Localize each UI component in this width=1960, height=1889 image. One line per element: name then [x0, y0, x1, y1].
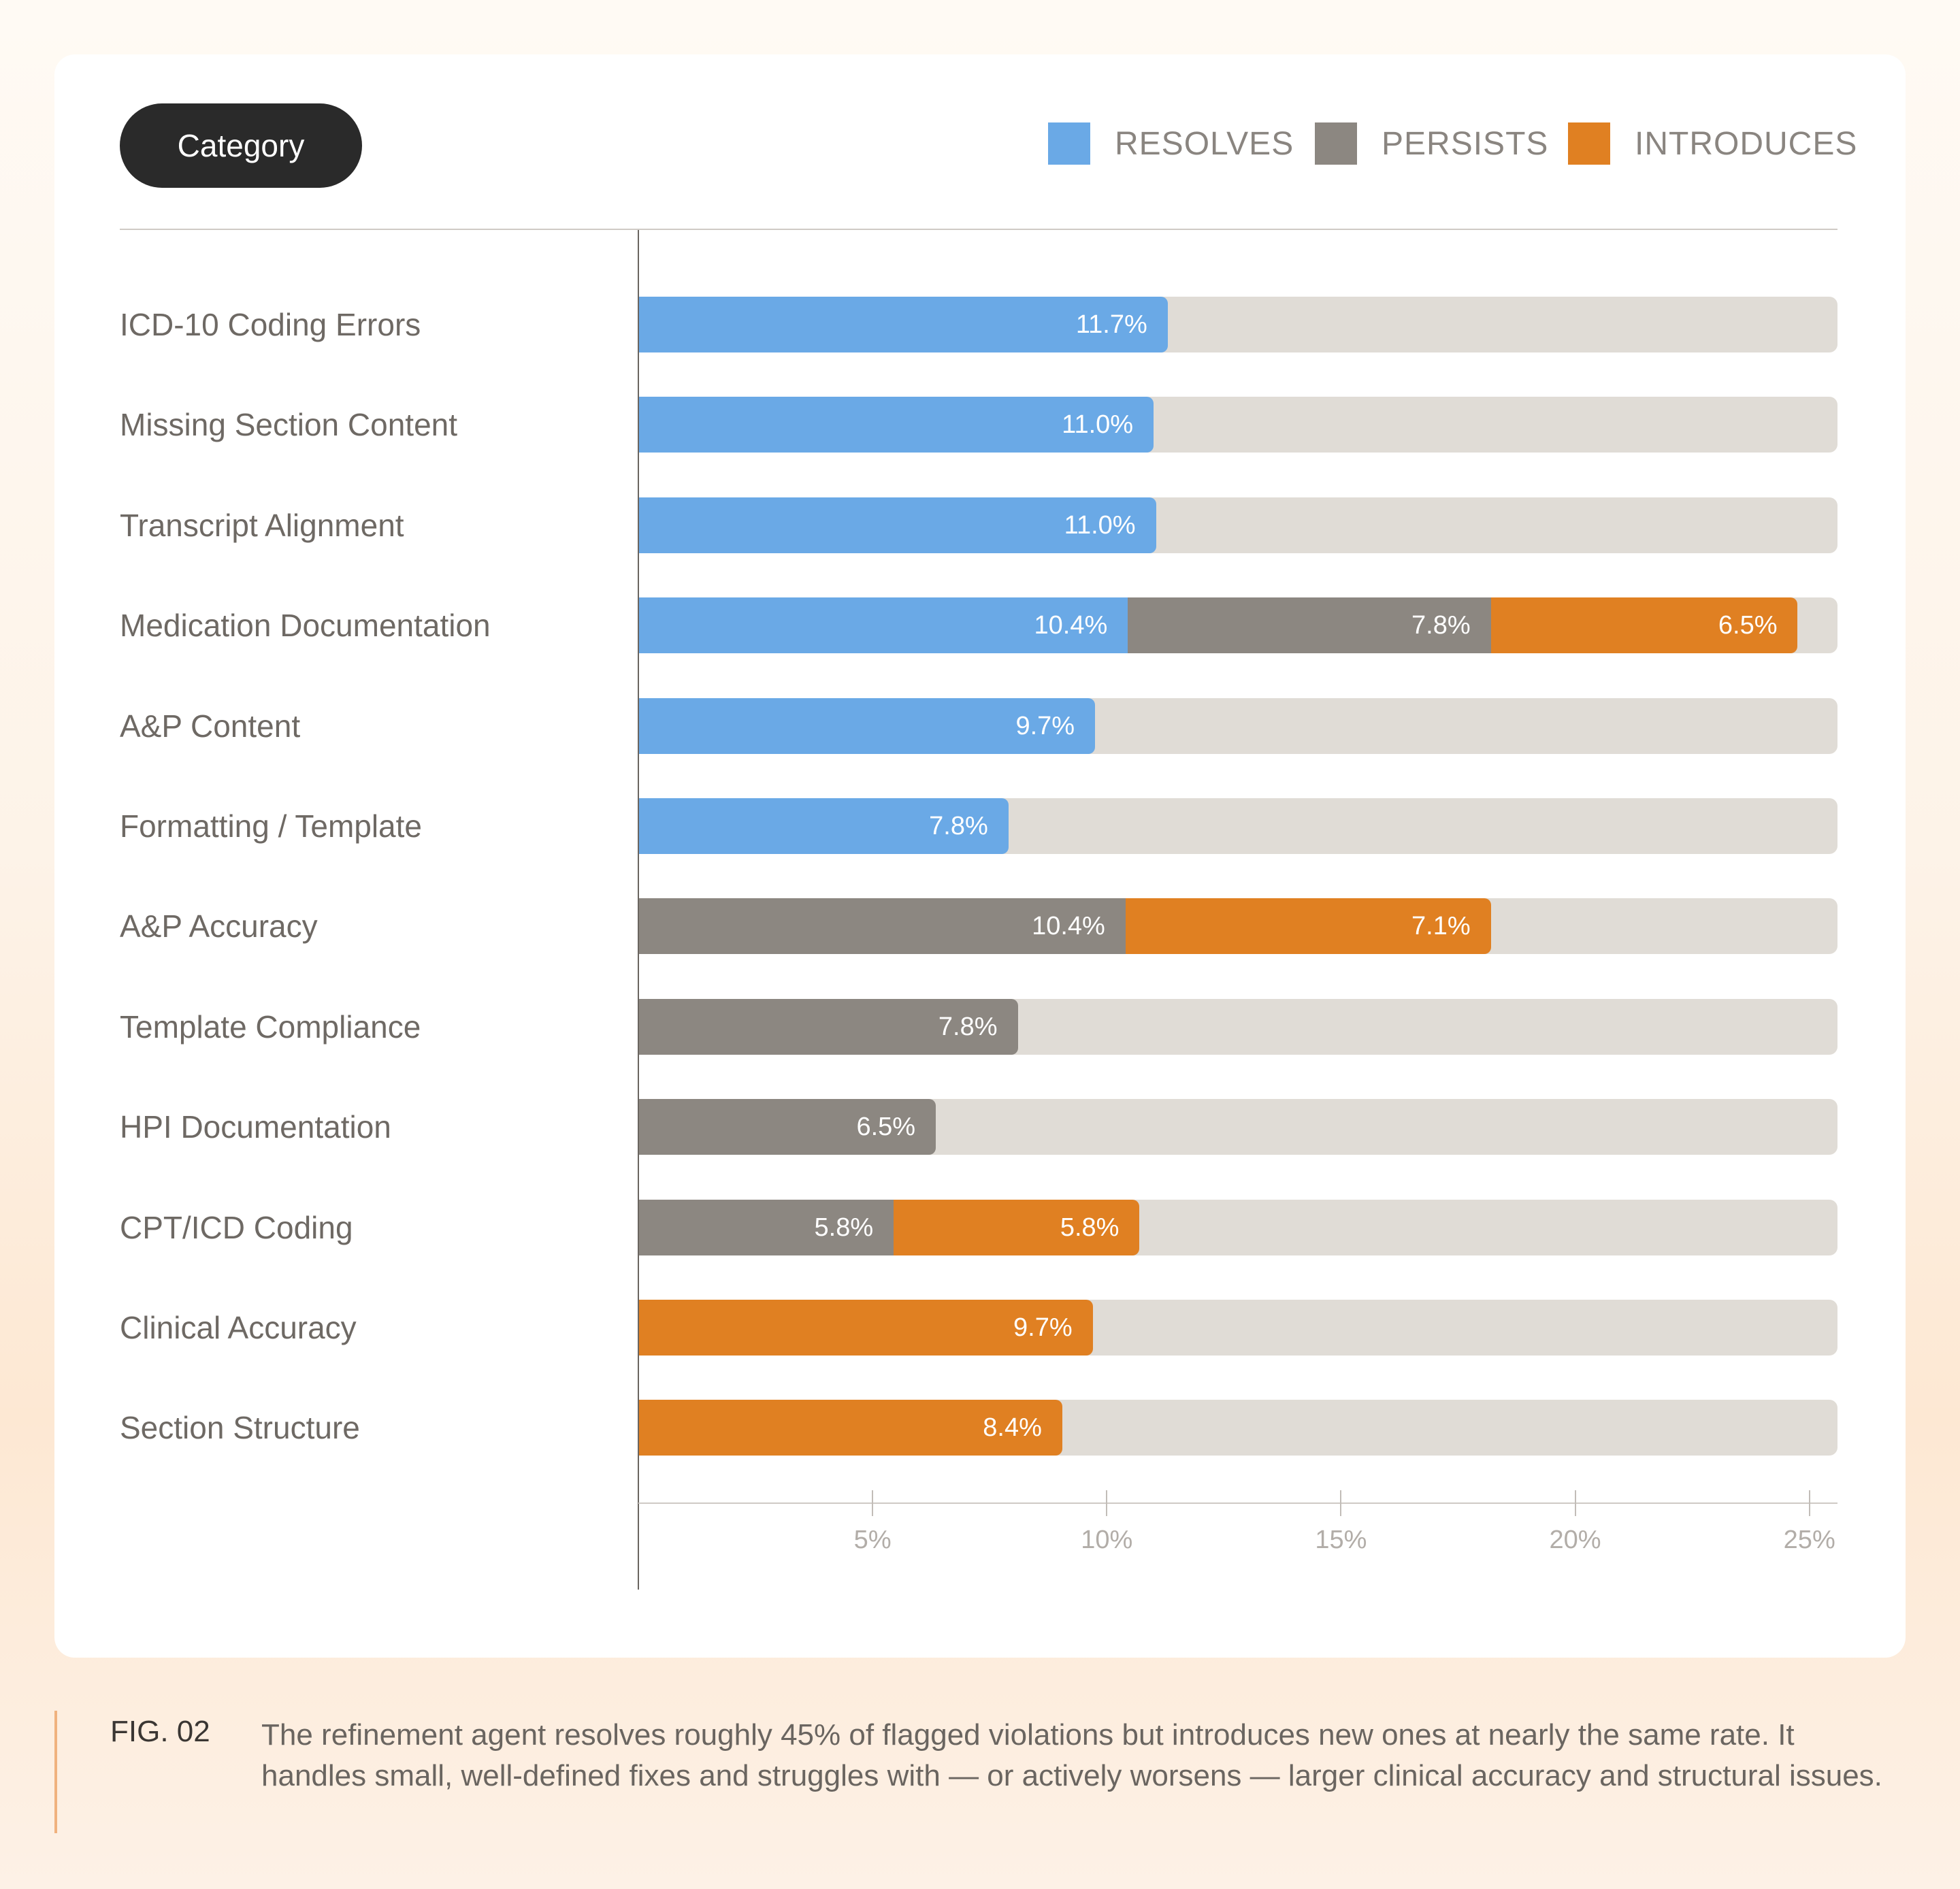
legend-item-introduces: INTRODUCES	[1568, 122, 1857, 165]
bar-segment-persists-a-p-accuracy[interactable]	[638, 898, 1126, 955]
legend-item-resolves: RESOLVES	[1048, 122, 1294, 165]
category-pill[interactable]: Category	[120, 103, 362, 188]
bar-track-hpi-documentation: 6.5%	[638, 1099, 1838, 1155]
category-label-hpi-documentation: HPI Documentation	[120, 1109, 391, 1145]
figure-caption: The refinement agent resolves roughly 45…	[261, 1718, 1882, 1792]
x-tick-mark	[1106, 1490, 1108, 1516]
bar-value-label: 7.8%	[929, 812, 988, 840]
x-tick-mark	[1340, 1490, 1342, 1516]
bar-value-label: 7.8%	[938, 1012, 998, 1041]
category-label-a-p-content: A&P Content	[120, 708, 301, 744]
bar-value-label: 6.5%	[856, 1113, 916, 1142]
bar-track-icd-10-coding-errors: 11.7%	[638, 297, 1838, 352]
figure-number: FIG. 02	[110, 1715, 210, 1748]
bar-segment-resolves-medication-documentation[interactable]	[638, 597, 1128, 654]
legend-swatch-resolves	[1048, 122, 1090, 165]
legend-label-persists: PERSISTS	[1382, 125, 1549, 162]
bar-value-label: 7.8%	[1411, 611, 1471, 640]
bar-value-label: 9.7%	[1013, 1313, 1073, 1342]
bar-value-label: 5.8%	[814, 1213, 874, 1242]
bar-value-label: 7.1%	[1411, 912, 1471, 941]
x-tick-label: 25%	[1783, 1526, 1835, 1554]
chart-card: Category RESOLVES PERSISTS INTRODUCES IC…	[54, 54, 1906, 1658]
x-axis-line	[638, 1502, 1838, 1504]
category-label-a-p-accuracy: A&P Accuracy	[120, 908, 318, 944]
bar-segment-persists-template-compliance[interactable]	[638, 998, 1018, 1055]
bar-segment-resolves-transcript-alignment[interactable]	[638, 497, 1156, 553]
x-tick-mark	[1574, 1490, 1576, 1516]
bar-track-medication-documentation: 10.4% 7.8% 6.5%	[638, 597, 1838, 654]
bar-segment-persists-hpi-documentation[interactable]	[638, 1099, 936, 1155]
caption-accent-bar	[54, 1711, 57, 1833]
bar-value-label: 6.5%	[1718, 611, 1778, 640]
legend-label-introduces: INTRODUCES	[1635, 125, 1858, 162]
bar-segment-resolves-missing-section-content[interactable]	[638, 397, 1154, 453]
bar-track-formatting-template: 7.8%	[638, 798, 1838, 854]
bar-segment-introduces-section-structure[interactable]	[638, 1400, 1062, 1456]
bar-value-label: 11.0%	[1062, 410, 1134, 440]
bar-track-template-compliance: 7.8%	[638, 998, 1838, 1055]
bar-segment-resolves-formatting-template[interactable]	[638, 798, 1009, 854]
category-label-template-compliance: Template Compliance	[120, 1008, 421, 1045]
category-label-cpt-icd-coding: CPT/ICD Coding	[120, 1209, 353, 1245]
x-tick-label: 15%	[1315, 1526, 1367, 1554]
x-tick-mark	[1808, 1490, 1810, 1516]
category-label-missing-section-content: Missing Section Content	[120, 407, 458, 443]
x-tick-label: 10%	[1081, 1526, 1133, 1554]
bar-segment-introduces-clinical-accuracy[interactable]	[638, 1300, 1093, 1356]
bar-track-a-p-content: 9.7%	[638, 697, 1838, 754]
legend-label-resolves: RESOLVES	[1115, 125, 1294, 162]
bar-segment-persists-cpt-icd-coding[interactable]	[638, 1199, 894, 1255]
legend-swatch-introduces	[1568, 122, 1610, 165]
bar-track-a-p-accuracy: 10.4% 7.1%	[638, 898, 1838, 955]
category-label-formatting-template: Formatting / Template	[120, 808, 423, 844]
legend-item-persists: PERSISTS	[1315, 122, 1548, 165]
bar-segment-introduces-cpt-icd-coding[interactable]	[894, 1199, 1140, 1255]
category-label-medication-documentation: Medication Documentation	[120, 608, 491, 644]
x-tick-mark	[872, 1490, 874, 1516]
x-tick-label: 20%	[1549, 1526, 1601, 1554]
bar-track-missing-section-content: 11.0%	[638, 397, 1838, 453]
bar-value-label: 10.4%	[1032, 912, 1105, 941]
category-label-section-structure: Section Structure	[120, 1410, 360, 1446]
bar-segment-introduces-medication-documentation[interactable]	[1490, 597, 1798, 654]
bar-value-label: 11.0%	[1064, 510, 1136, 540]
bar-track-section-structure: 8.4%	[638, 1400, 1838, 1456]
y-axis-line	[638, 230, 639, 1590]
x-tick-label: 5%	[853, 1526, 892, 1554]
category-label-icd-10-coding-errors: ICD-10 Coding Errors	[120, 307, 421, 342]
bar-segment-introduces-a-p-accuracy[interactable]	[1125, 898, 1491, 955]
bar-track-cpt-icd-coding: 5.8% 5.8%	[638, 1199, 1838, 1255]
bar-segment-persists-medication-documentation[interactable]	[1128, 597, 1491, 654]
bar-segment-resolves-a-p-content[interactable]	[638, 697, 1096, 754]
bar-segment-resolves-icd-10-coding-errors[interactable]	[638, 297, 1168, 352]
category-label-transcript-alignment: Transcript Alignment	[120, 507, 404, 543]
bar-value-label: 5.8%	[1060, 1213, 1120, 1242]
bar-value-label: 10.4%	[1034, 611, 1108, 640]
header-divider	[120, 229, 1838, 230]
category-label-clinical-accuracy: Clinical Accuracy	[120, 1310, 357, 1345]
bar-track-clinical-accuracy: 9.7%	[638, 1300, 1838, 1356]
bar-value-label: 11.7%	[1075, 310, 1147, 339]
legend-swatch-persists	[1315, 122, 1357, 165]
bar-value-label: 9.7%	[1015, 711, 1075, 740]
bar-value-label: 8.4%	[983, 1413, 1042, 1443]
bar-track-transcript-alignment: 11.0%	[638, 497, 1838, 553]
